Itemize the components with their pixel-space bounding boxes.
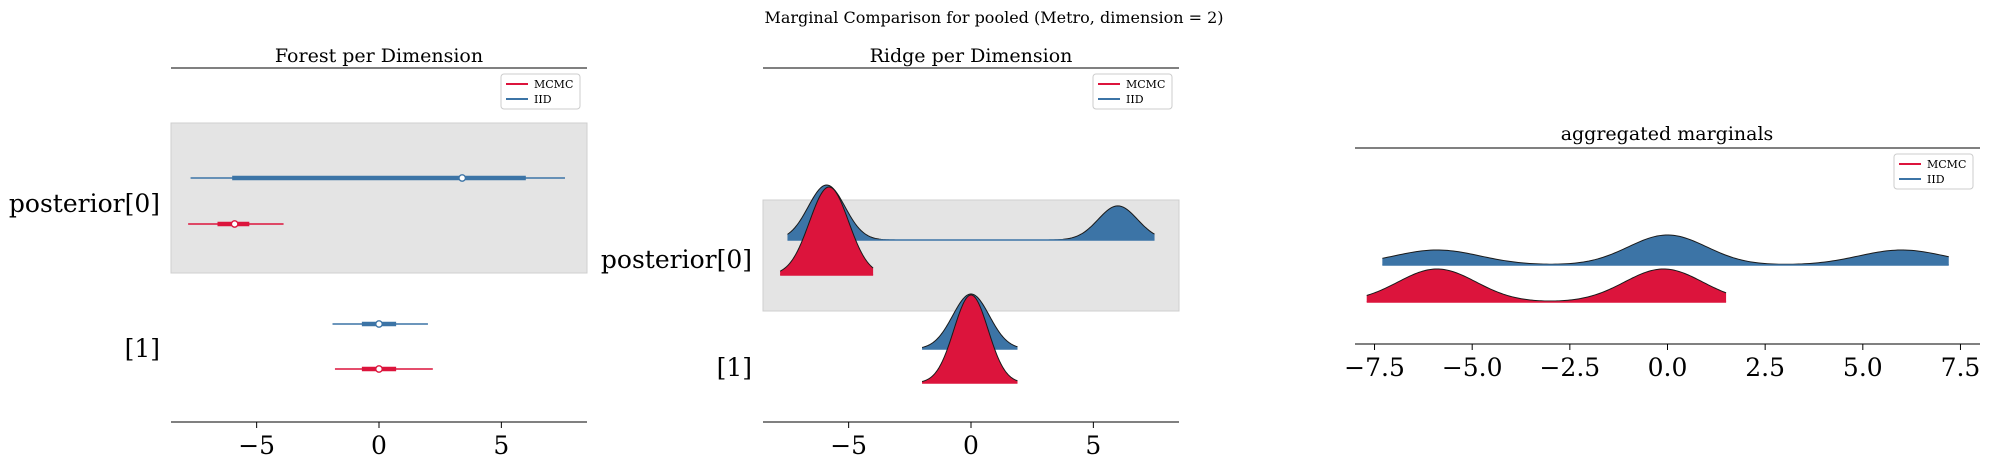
- x-tick-label: 7.5: [1941, 353, 1981, 382]
- median-point-mcmc: [375, 365, 383, 373]
- panel-title: aggregated marginals: [1561, 123, 1774, 145]
- forest-panel: Forest per Dimension posterior[0] [1] −5 0 5 M…: [9, 45, 588, 460]
- median-point-iid: [458, 174, 467, 182]
- x-tick-label: −5: [238, 431, 275, 460]
- x-tick-label: 0.0: [1648, 353, 1688, 382]
- aggregate-iid-outline: [1382, 234, 1949, 265]
- panel-title: Forest per Dimension: [275, 45, 483, 67]
- row-label: [1]: [125, 334, 160, 363]
- ridge-panel: Ridge per Dimension posterior[0] [1] −5 0 5 MC…: [601, 45, 1180, 460]
- median-point-iid: [375, 320, 383, 328]
- row-label: posterior[0]: [9, 189, 160, 218]
- ridge-iid-1-outline: [921, 293, 1018, 348]
- aggregate-mcmc-outline: [1366, 268, 1727, 302]
- x-tick-label: 5: [493, 431, 509, 460]
- row-label: posterior[0]: [601, 245, 752, 274]
- x-tick-label: −5.0: [1442, 353, 1503, 382]
- row-label: [1]: [717, 353, 752, 382]
- x-tick-label: 0: [963, 431, 979, 460]
- x-tick-label: −2.5: [1539, 353, 1600, 382]
- ridge-mcmc-1-fill: [922, 295, 1018, 383]
- x-tick-label: 0: [371, 431, 387, 460]
- highlight-band: [170, 122, 588, 274]
- median-point-mcmc: [230, 220, 239, 228]
- aggregated-panel: aggregated marginals −7.5 −5.0 −2.5 0.0 2.5 5.…: [1344, 123, 1980, 382]
- x-tick-label: 5.0: [1843, 353, 1883, 382]
- x-tick-label: 2.5: [1745, 353, 1785, 382]
- legend-label-mcmc: MCMC: [534, 78, 573, 91]
- legend-box: [1092, 73, 1173, 110]
- x-tick-label: −5: [830, 431, 867, 460]
- panel-title: Ridge per Dimension: [870, 45, 1073, 67]
- legend-box: [1893, 153, 1974, 190]
- legend-label-mcmc: MCMC: [1927, 158, 1966, 171]
- legend-label-iid: IID: [534, 93, 552, 106]
- legend-box: [500, 73, 581, 110]
- ridge-mcmc-0-outline: [779, 186, 874, 272]
- ridge-mcmc-0-fill: [780, 187, 874, 275]
- legend-label-mcmc: MCMC: [1126, 78, 1165, 91]
- x-tick-label: 5: [1085, 431, 1101, 460]
- legend-label-iid: IID: [1126, 93, 1144, 106]
- legend-label-iid: IID: [1927, 173, 1945, 186]
- figure-suptitle: Marginal Comparison for pooled (Metro, d…: [764, 8, 1223, 27]
- aggregate-mcmc-fill: [1366, 269, 1727, 302]
- x-tick-label: −7.5: [1344, 353, 1405, 382]
- aggregate-iid-fill: [1382, 235, 1949, 265]
- ridge-mcmc-1-outline: [921, 294, 1018, 382]
